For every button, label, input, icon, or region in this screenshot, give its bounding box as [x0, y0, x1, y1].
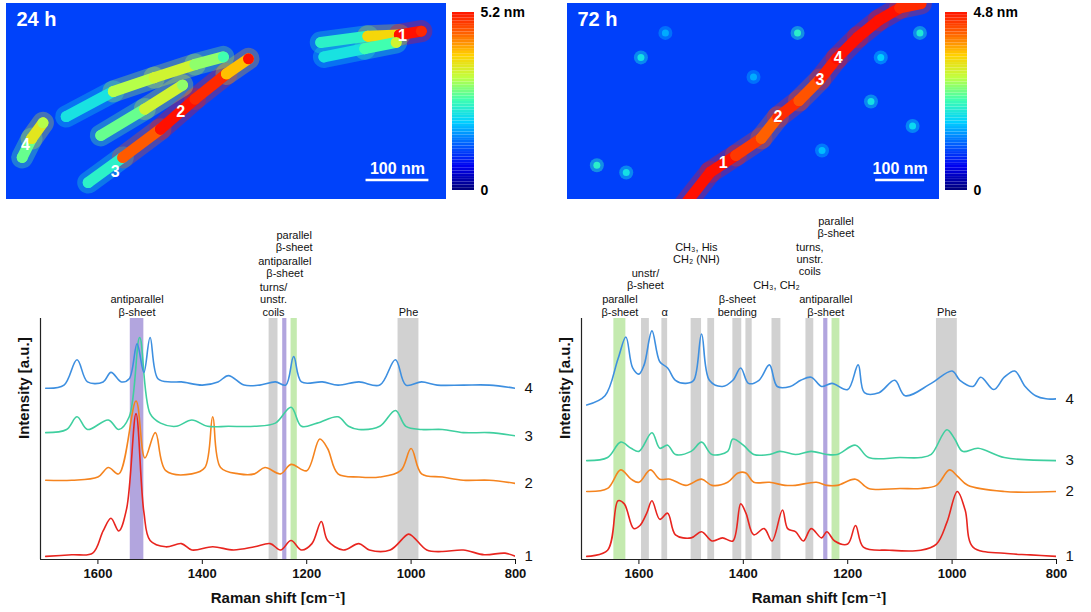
svg-text:100 nm: 100 nm — [370, 160, 425, 177]
svg-text:Intensity [a.u.]: Intensity [a.u.] — [15, 337, 32, 439]
svg-text:72 h: 72 h — [578, 8, 618, 30]
svg-text:CH₃, CH₂: CH₃, CH₂ — [753, 279, 800, 291]
svg-text:4.8 nm: 4.8 nm — [974, 4, 1018, 20]
svg-text:1600: 1600 — [624, 566, 653, 581]
svg-text:100 nm: 100 nm — [873, 160, 928, 177]
svg-text:2: 2 — [176, 103, 185, 120]
svg-text:800: 800 — [1046, 566, 1068, 581]
svg-text:1400: 1400 — [188, 566, 217, 581]
svg-text:2: 2 — [525, 474, 533, 491]
svg-text:1200: 1200 — [833, 566, 862, 581]
svg-text:α: α — [662, 306, 669, 318]
svg-text:24 h: 24 h — [17, 8, 57, 30]
svg-text:turns/unstr.coils: turns/unstr.coils — [260, 281, 288, 317]
svg-text:Phe: Phe — [937, 306, 957, 318]
svg-text:Raman shift [cm⁻¹]: Raman shift [cm⁻¹] — [752, 589, 887, 606]
svg-text:Raman shift [cm⁻¹]: Raman shift [cm⁻¹] — [211, 589, 346, 606]
svg-text:turns,unstr.coils: turns,unstr.coils — [796, 241, 824, 277]
svg-text:0: 0 — [481, 182, 489, 198]
svg-text:antiparallelβ-sheet: antiparallelβ-sheet — [110, 293, 163, 317]
svg-text:β-sheetbending: β-sheetbending — [718, 293, 757, 317]
svg-text:1200: 1200 — [292, 566, 321, 581]
svg-text:4: 4 — [21, 136, 30, 153]
svg-text:800: 800 — [505, 566, 527, 581]
svg-text:1400: 1400 — [729, 566, 758, 581]
svg-text:2: 2 — [1066, 482, 1074, 499]
svg-text:3: 3 — [525, 427, 533, 444]
svg-text:3: 3 — [816, 71, 825, 88]
svg-text:1: 1 — [1066, 547, 1074, 564]
svg-text:1600: 1600 — [83, 566, 112, 581]
svg-text:3: 3 — [1066, 451, 1074, 468]
svg-text:parallelβ-sheet: parallelβ-sheet — [601, 293, 638, 317]
svg-text:4: 4 — [525, 379, 533, 396]
svg-text:1: 1 — [719, 154, 728, 171]
svg-text:1000: 1000 — [938, 566, 967, 581]
svg-text:CH₃, HisCH₂ (NH): CH₃, HisCH₂ (NH) — [673, 241, 719, 265]
svg-text:parallelβ-sheet: parallelβ-sheet — [276, 229, 313, 253]
svg-text:1: 1 — [398, 27, 407, 44]
svg-text:1: 1 — [525, 547, 533, 564]
svg-text:0: 0 — [974, 182, 982, 198]
svg-text:antiparallelβ-sheet: antiparallelβ-sheet — [799, 293, 852, 317]
svg-text:5.2 nm: 5.2 nm — [481, 4, 525, 20]
svg-text:3: 3 — [111, 163, 120, 180]
svg-text:4: 4 — [834, 49, 843, 66]
svg-text:antiparallelβ-sheet: antiparallelβ-sheet — [258, 255, 311, 279]
svg-text:Intensity [a.u.]: Intensity [a.u.] — [556, 337, 573, 439]
svg-text:4: 4 — [1066, 390, 1074, 407]
svg-text:unstr/β-sheet: unstr/β-sheet — [627, 267, 664, 291]
svg-text:parallelβ-sheet: parallelβ-sheet — [818, 215, 855, 239]
svg-text:2: 2 — [774, 108, 783, 125]
svg-text:Phe: Phe — [399, 306, 419, 318]
svg-text:1000: 1000 — [397, 566, 426, 581]
